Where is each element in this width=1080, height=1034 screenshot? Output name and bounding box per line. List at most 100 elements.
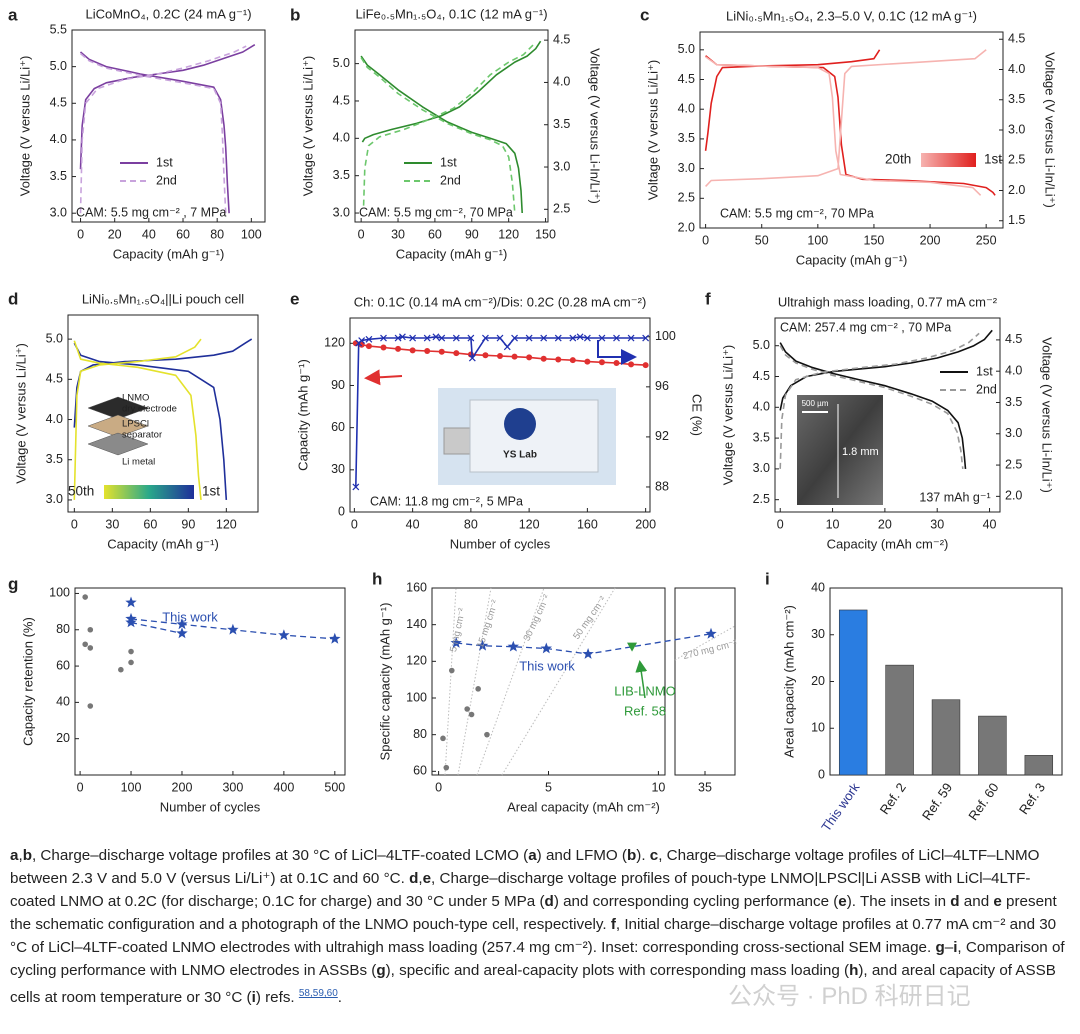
- legend-label: 20th: [885, 152, 911, 167]
- legend-label: 1st: [976, 364, 993, 378]
- y-tick-label: 10: [811, 721, 825, 735]
- x-tick-label: 40: [142, 227, 156, 241]
- x-tick-label: 30: [105, 517, 119, 531]
- y-tick-label: 0: [338, 504, 345, 518]
- y2-tick-label: 2.5: [553, 202, 570, 216]
- pouch-cell: [469, 399, 599, 473]
- series-label: This work: [519, 658, 575, 673]
- plot-frame: [349, 317, 651, 513]
- y-tick-label: 80: [56, 622, 70, 636]
- caption-run: .: [337, 989, 343, 1007]
- y-tick-label: 4.5: [678, 72, 695, 86]
- circle-marker: [409, 347, 416, 354]
- x-tick-label: 35: [698, 780, 712, 794]
- series-line: [360, 44, 534, 214]
- x-tick-label: 50: [755, 233, 769, 247]
- inset-label: 500 µm: [802, 399, 829, 408]
- annotation: 30 mg cm⁻²: [521, 593, 552, 643]
- series-line: [704, 49, 996, 196]
- y-tick-label: 5.0: [50, 59, 67, 73]
- panel: a LiCoMnO₄, 0.2C (24 mA g⁻¹) 0 20 40 60 80 100 3…: [8, 5, 266, 261]
- point: [448, 667, 455, 674]
- y-tick-label: 160: [406, 580, 427, 594]
- y2-tick-label: 4.0: [553, 75, 570, 89]
- caption-run: ,: [18, 847, 23, 864]
- legend-label: 1st: [984, 152, 1002, 167]
- y-tick-label: 3.5: [50, 169, 67, 183]
- x-axis-label: Capacity (mAh g⁻¹): [796, 252, 908, 267]
- caption-run: d: [950, 893, 960, 910]
- circle-marker: [642, 362, 649, 369]
- y-tick-label: 3.0: [678, 161, 695, 175]
- y-axis-label: Voltage (V versus Li/Li⁺): [720, 345, 735, 486]
- point: [475, 686, 481, 692]
- mass-loading-guide: [457, 587, 492, 776]
- x-axis-label: Number of cycles: [450, 536, 551, 551]
- caption-run: ), and areal capacity of ASSB cells at r…: [10, 962, 1056, 1007]
- y-tick-label: 120: [324, 336, 345, 350]
- y-tick-label: 5.0: [333, 56, 350, 70]
- series-line: [360, 40, 542, 214]
- plot-frame: [74, 587, 346, 776]
- annotation: 15 mg cm⁻²: [475, 599, 501, 650]
- x-tick-label: 100: [807, 233, 828, 247]
- y2-tick-label: 1.5: [1008, 213, 1025, 227]
- cell-layer: [87, 414, 149, 438]
- cross-marker: [438, 334, 446, 342]
- caption-run: present the schematic configuration and …: [10, 893, 1057, 933]
- x-tick-label: 120: [519, 517, 540, 531]
- x-axis-label: Capacity (mAh g⁻¹): [113, 246, 225, 261]
- y-axis-label: Areal capacity (mAh cm⁻²): [781, 605, 796, 758]
- chart-title: LiNi₀.₅Mn₁.₅O₄, 2.3–5.0 V, 0.1C (12 mA g…: [726, 8, 977, 23]
- cross-marker: [598, 334, 606, 342]
- point: [468, 711, 475, 718]
- triangle-marker: [627, 642, 638, 652]
- y2-tick-label: 4.5: [1005, 332, 1022, 346]
- y2-axis-label: CE (%): [690, 394, 705, 436]
- panel-letter: f: [705, 289, 711, 308]
- chart-title: Ch: 0.1C (0.14 mA cm⁻²)/Dis: 0.2C (0.28 …: [354, 294, 647, 309]
- x-tick-label: 160: [577, 517, 598, 531]
- star-marker: [450, 637, 462, 648]
- bar: [885, 664, 914, 776]
- circle-marker: [526, 354, 533, 361]
- cross-marker: [525, 334, 533, 342]
- x-tick-label: Ref. 3: [1016, 780, 1048, 817]
- circle-marker: [584, 358, 591, 365]
- y-tick-label: 4.5: [50, 96, 67, 110]
- y-tick-label: 20: [56, 731, 70, 745]
- plot-frame: [67, 314, 259, 513]
- panel-letter: d: [8, 289, 18, 308]
- x-tick-label: 5: [545, 780, 552, 794]
- y2-tick-label: 2.5: [1005, 457, 1022, 471]
- y-tick-label: 4.0: [678, 102, 695, 116]
- x-tick-label: Ref. 2: [877, 780, 909, 817]
- plot-frame: [674, 587, 736, 776]
- x-tick-label: 60: [176, 227, 190, 241]
- point: [128, 648, 134, 655]
- x-tick-label: 30: [930, 517, 944, 531]
- y-tick-label: 60: [331, 420, 345, 434]
- cross-marker: [399, 333, 406, 341]
- panel: g 0 100 200 300 400 500 20 40 60 80 100 Number of cy…: [8, 574, 346, 814]
- x-tick-label: 150: [864, 233, 885, 247]
- annotation: CAM: 5.5 mg cm⁻², 70 MPa: [359, 205, 513, 219]
- mass-loading-guide: [476, 587, 545, 776]
- y2-tick-label: 3.0: [553, 159, 570, 173]
- bar: [838, 609, 868, 776]
- circle-marker: [424, 348, 431, 355]
- circle-marker: [497, 352, 503, 359]
- x-tick-label: 0: [435, 780, 442, 794]
- y-axis-label: Capacity (mAh g⁻¹): [295, 359, 310, 471]
- y-tick-label: 40: [811, 580, 825, 594]
- panel: b LiFe₀.₅Mn₁.₅O₄, 0.1C (12 mA g⁻¹) 0 30 60 90…: [290, 5, 603, 261]
- star-marker: [540, 642, 552, 654]
- y-tick-label: 100: [406, 690, 427, 704]
- y2-tick-label: 3.5: [1008, 92, 1025, 106]
- legend-gradient: [921, 153, 976, 167]
- cell-layer: [87, 432, 149, 456]
- y-tick-label: 4.5: [753, 369, 770, 383]
- sem-inset: [797, 395, 883, 505]
- circle-marker: [511, 353, 518, 360]
